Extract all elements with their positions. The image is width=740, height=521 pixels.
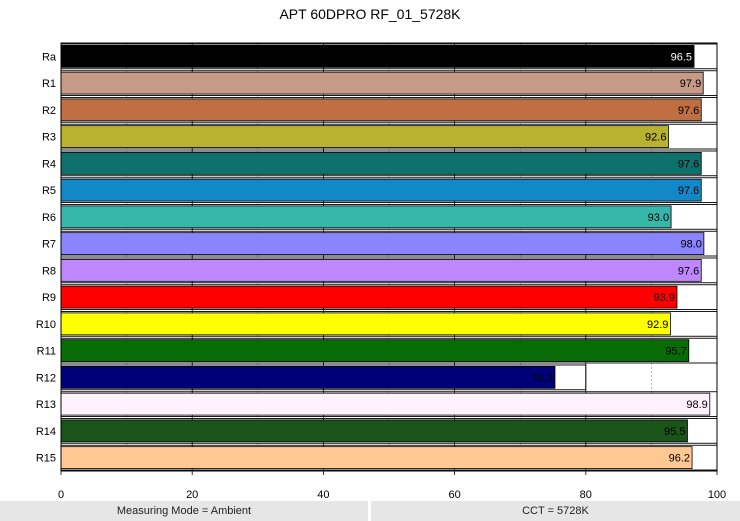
value-label-r1: 97.9 (680, 78, 701, 90)
bar-r12 (60, 366, 556, 389)
x-tick-label: 100 (708, 489, 726, 500)
value-label-r13: 98.9 (686, 399, 707, 411)
x-tick-label: 40 (317, 489, 329, 500)
value-label-r10: 92.9 (647, 319, 668, 331)
category-label-r8: R8 (42, 265, 56, 277)
category-label-r5: R5 (42, 185, 56, 197)
x-tick-label: 80 (580, 489, 592, 500)
bar-r2 (60, 98, 702, 122)
bar-r14 (60, 419, 688, 443)
bars (60, 45, 711, 469)
category-label-r4: R4 (42, 158, 56, 170)
category-label-r12: R12 (36, 372, 56, 384)
x-tick-label: 20 (186, 489, 198, 500)
category-label-r10: R10 (36, 319, 56, 331)
x-tick-label: 0 (58, 489, 64, 500)
bar-r4 (60, 152, 702, 175)
category-label-ra: Ra (42, 51, 57, 63)
category-label-r13: R13 (36, 399, 56, 411)
value-label-r5: 97.6 (678, 185, 699, 197)
bar-r3 (60, 125, 669, 148)
bar-r8 (60, 259, 702, 282)
category-label-r2: R2 (42, 105, 56, 117)
labels: Ra 96.5 R1 97.9 R2 97.6 R3 92.6 R4 97.6 R5 97.6 R6 93… (36, 51, 726, 500)
x-tick-label: 60 (448, 489, 460, 500)
value-label-r2: 97.6 (678, 105, 699, 117)
measuring-mode-label: Measuring Mode = Ambient (0, 501, 368, 521)
value-label-r14: 95.5 (664, 426, 685, 438)
bar-r5 (60, 178, 702, 202)
value-label-r15: 96.2 (669, 453, 690, 465)
category-label-r7: R7 (42, 239, 56, 251)
bar-r1 (60, 71, 704, 95)
value-label-r7: 98.0 (680, 239, 701, 251)
value-label-r9: 93.9 (654, 292, 675, 304)
category-label-r3: R3 (42, 132, 56, 144)
value-label-ra: 96.5 (671, 51, 692, 63)
category-label-r6: R6 (42, 212, 56, 224)
category-label-r11: R11 (37, 346, 56, 358)
value-label-r3: 92.6 (645, 132, 666, 144)
value-label-r4: 97.6 (678, 158, 699, 170)
bar-r15 (60, 446, 693, 469)
bar-ra (60, 45, 695, 68)
value-label-r8: 97.6 (678, 265, 699, 277)
bar-r13 (60, 392, 711, 416)
category-label-r15: R15 (36, 453, 56, 465)
bar-chart: Ra 96.5 R1 97.9 R2 97.6 R3 92.6 R4 97.6 R5 97.6 R6 93… (36, 42, 726, 500)
cct-label: CCT = 5728K (371, 501, 740, 521)
bar-r11 (60, 339, 690, 362)
plot-area-border (60, 42, 718, 472)
chart-title: APT 60DPRO RF_01_5728K (279, 6, 461, 22)
value-label-r6: 93.0 (648, 212, 669, 224)
category-label-r9: R9 (42, 292, 56, 304)
bar-r9 (60, 285, 678, 309)
bar-r7 (60, 232, 705, 255)
value-label-r12: 75.3 (532, 372, 553, 384)
category-label-r14: R14 (36, 426, 56, 438)
value-label-r11: 95.7 (665, 346, 686, 358)
bar-r6 (60, 205, 672, 229)
bar-r10 (60, 312, 671, 336)
category-label-r1: R1 (42, 78, 56, 90)
plot-frame (60, 42, 718, 475)
